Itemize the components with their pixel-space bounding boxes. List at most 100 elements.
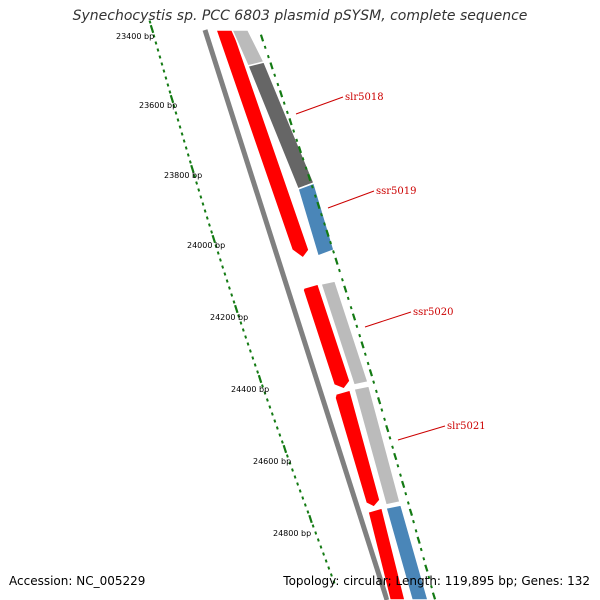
tick-mark	[380, 408, 384, 412]
tick-mark	[149, 24, 155, 34]
tick-mark	[293, 475, 297, 479]
tick-mark	[301, 496, 305, 500]
scale-labels: 23400 bp 23600 bp 23800 bp 24000 bp 2420…	[116, 32, 311, 538]
tick-mark	[216, 251, 220, 255]
tick-mark	[188, 160, 192, 164]
tick-mark	[298, 489, 302, 493]
tick-mark	[244, 335, 248, 339]
tick-mark	[278, 433, 282, 437]
gene-bar-blue-bottom	[385, 504, 429, 600]
tick-mark	[265, 398, 269, 402]
gene-bar-ssr5019	[297, 182, 335, 257]
tick-mark	[327, 566, 331, 570]
tick-mark	[214, 244, 218, 248]
tick-mark	[360, 341, 365, 349]
tick-mark	[346, 296, 350, 301]
tick-mark	[197, 188, 201, 192]
tick-mark	[297, 145, 303, 154]
tick-mark	[332, 580, 336, 584]
tick-mark	[158, 55, 162, 59]
accession-text: Accession: NC_005229	[9, 574, 146, 588]
leader-line	[397, 425, 446, 441]
tick-mark	[257, 374, 263, 384]
tick-mark	[186, 153, 190, 157]
leader-line	[327, 190, 375, 209]
tick-mark	[313, 194, 317, 198]
tick-mark	[154, 41, 158, 45]
cds-arrow	[367, 507, 406, 600]
tick-mark	[248, 349, 252, 353]
tick-mark	[246, 342, 250, 346]
gene-label-slr5018[interactable]: slr5018	[345, 92, 384, 103]
tick-mark	[322, 552, 325, 556]
tick-mark	[320, 212, 323, 217]
tick-mark	[223, 272, 227, 276]
tick-mark	[391, 445, 394, 449]
gene-bar-slr5021	[353, 385, 401, 506]
cds-arrow	[334, 389, 381, 508]
tick-mark	[208, 223, 211, 227]
gene-bar-ssr5020	[320, 280, 369, 386]
tick-mark	[324, 559, 328, 563]
tick-mark	[355, 324, 359, 329]
tick-mark	[408, 508, 414, 516]
gene-labels: slr5018 ssr5019 ssr5020 slr5021	[295, 92, 486, 441]
tick-mark	[278, 90, 284, 98]
tick-mark	[311, 524, 315, 528]
tick-mark	[338, 268, 341, 273]
tick-mark	[332, 250, 335, 254]
tick-mark	[195, 181, 199, 185]
gene-label-slr5021[interactable]: slr5021	[447, 421, 486, 432]
tick-mark	[276, 82, 280, 87]
tick-mark	[273, 419, 277, 423]
tick-mark	[291, 468, 294, 472]
tick-mark	[172, 104, 176, 108]
scale-label: 24000 bp	[187, 241, 225, 250]
tick-mark	[431, 592, 437, 600]
tick-mark	[184, 146, 188, 150]
tick-mark	[221, 265, 225, 269]
tick-mark	[295, 138, 299, 143]
scale-label: 24600 bp	[253, 457, 291, 466]
tick-mark	[280, 440, 284, 444]
tick-mark	[268, 405, 272, 409]
tick-mark	[349, 305, 353, 310]
tick-mark	[286, 454, 289, 458]
tick-mark	[275, 426, 279, 430]
tick-mark	[182, 139, 186, 143]
scale-label: 23600 bp	[139, 101, 177, 110]
gene-track	[230, 29, 429, 600]
scale-label: 24800 bp	[273, 529, 311, 538]
tick-mark	[412, 519, 415, 524]
tick-mark	[241, 328, 245, 332]
tick-mark	[329, 240, 332, 245]
gene-label-ssr5020[interactable]: ssr5020	[413, 307, 454, 318]
tick-mark	[237, 314, 241, 318]
gene-label-ssr5019[interactable]: ssr5019	[376, 186, 417, 197]
tick-mark	[156, 48, 160, 52]
tick-mark	[396, 464, 400, 468]
tick-mark	[160, 62, 164, 66]
tick-mark	[368, 369, 374, 377]
tick-mark	[414, 529, 418, 533]
leader-line	[295, 96, 344, 115]
tick-mark	[166, 83, 170, 87]
tick-mark	[308, 514, 313, 524]
tick-mark	[343, 285, 348, 293]
tick-mark	[310, 185, 314, 189]
tick-mark	[427, 575, 431, 580]
tick-mark	[372, 380, 376, 384]
tick-mark	[366, 361, 370, 366]
tick-mark	[228, 286, 231, 290]
tick-mark	[211, 234, 217, 244]
tick-mark	[251, 356, 255, 360]
tick-mark	[314, 531, 318, 535]
tick-mark	[269, 62, 274, 70]
tick-mark	[316, 538, 320, 542]
tick-mark	[259, 34, 265, 42]
tick-mark	[301, 157, 305, 161]
tick-mark	[358, 333, 362, 338]
tick-mark	[306, 510, 310, 514]
scale-label: 23400 bp	[116, 32, 154, 41]
